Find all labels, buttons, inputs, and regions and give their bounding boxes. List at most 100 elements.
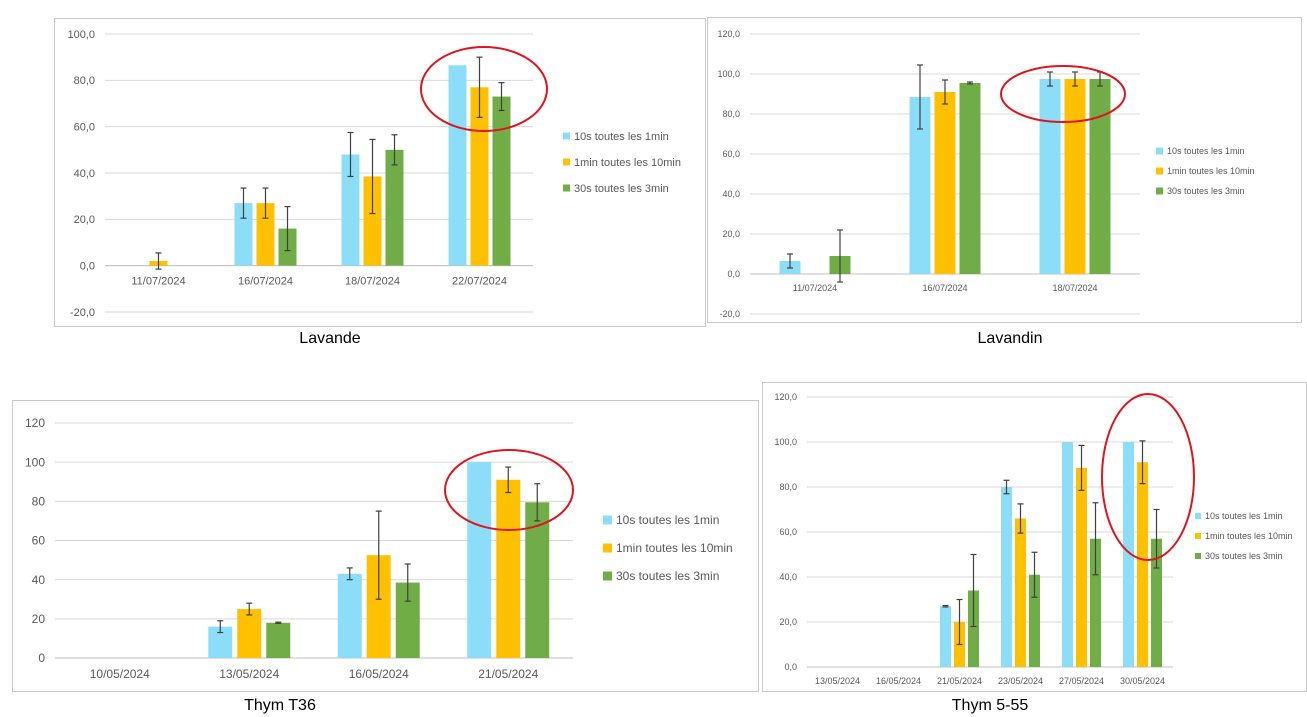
bar-10s-toutes-les-1min-21-05-2024 [467, 462, 492, 658]
x-tick-label: 11/07/2024 [793, 283, 837, 293]
error-bar [476, 56, 483, 119]
bar-30s-toutes-les-3min-18-07-2024 [1089, 79, 1111, 274]
error-bar [917, 64, 923, 130]
error-bar [787, 253, 793, 269]
caption-thym-t36: Thym T36 [244, 697, 316, 714]
x-tick-label: 16/07/2024 [238, 276, 293, 288]
legend-label: 10s toutes les 1min [1205, 511, 1283, 521]
bar-1min-toutes-les-10min-16-07-2024 [256, 203, 275, 266]
legend-label: 10s toutes les 1min [616, 513, 719, 527]
y-tick-label: 80,0 [722, 109, 740, 119]
error-bar [391, 134, 398, 166]
y-tick-label: 20,0 [779, 617, 797, 627]
chart-lavande: -20,0 0,0 20,0 40,0 60,0 80,0 100,0 11/07/2024 1… [67, 29, 681, 319]
legend-swatch [603, 571, 612, 581]
error-bar [1078, 444, 1085, 491]
y-tick-label: 20,0 [74, 214, 95, 226]
legend-swatch [563, 184, 570, 192]
y-tick-label: 60,0 [779, 527, 797, 537]
error-bar [404, 563, 411, 602]
bar-10s-toutes-les-1min-16-05-2024 [337, 573, 362, 658]
y-tick-label: 80,0 [779, 482, 797, 492]
legend-swatch [1156, 147, 1163, 155]
y-tick-label: 100,0 [67, 29, 95, 41]
bar-10s-toutes-les-1min-22-07-2024 [448, 65, 467, 266]
caption-lavandin: Lavandin [977, 330, 1043, 347]
highlight-ellipse [420, 46, 548, 132]
bar-10s-toutes-les-1min-21-05-2024 [940, 606, 951, 667]
bar-1min-toutes-les-10min-23-05-2024 [1015, 518, 1026, 667]
legend-label: 1min toutes les 10min [1205, 531, 1293, 541]
x-tick-label: 16/05/2024 [876, 676, 921, 686]
error-bar [346, 567, 353, 581]
error-bar [1031, 551, 1038, 598]
y-tick-label: -20,0 [70, 307, 95, 319]
error-bar [246, 602, 253, 616]
legend-swatch [603, 543, 612, 553]
bar-30s-toutes-les-3min-18-07-2024 [385, 149, 404, 266]
error-bar [284, 205, 291, 252]
y-tick-label: 60,0 [74, 122, 95, 134]
y-tick-label: 120,0 [774, 392, 797, 402]
legend-swatch [1195, 533, 1201, 539]
y-tick-label: 20,0 [722, 229, 740, 239]
chart-panel-lavande: -20,0 0,0 20,0 40,0 60,0 80,0 100,0 11/07/2024 1… [54, 18, 706, 327]
legend-label: 1min toutes les 10min [574, 157, 681, 169]
chart-lavandin: -20,0 0,0 20,0 40,0 60,0 80,0 100,0 120,0 11/07/… [717, 29, 1255, 319]
y-tick-label: 120 [25, 416, 45, 430]
y-tick-label: 100 [25, 455, 45, 469]
legend-label: 1min toutes les 10min [616, 541, 733, 555]
legend-swatch [563, 132, 570, 140]
bar-10s-toutes-les-1min-23-05-2024 [1001, 487, 1012, 667]
x-tick-label: 23/05/2024 [998, 676, 1043, 686]
y-tick-label: 60 [32, 534, 46, 548]
bar-1min-toutes-les-10min-30-05-2024 [1137, 462, 1148, 667]
x-tick-label: 30/05/2024 [1120, 676, 1165, 686]
bar-1min-toutes-les-10min-27-05-2024 [1076, 467, 1087, 667]
chart-panel-thym-t36: 0 20 40 60 80 100 120 10/05/2024 13/05/2024 16/05… [12, 400, 759, 692]
chart-panel-lavandin: -20,0 0,0 20,0 40,0 60,0 80,0 100,0 120,0 11/07/… [707, 17, 1302, 323]
error-bar [1017, 503, 1024, 534]
error-bar [837, 229, 843, 283]
y-tick-label: 120,0 [717, 29, 740, 39]
y-tick-label: 80 [32, 495, 46, 509]
x-tick-label: 16/05/2024 [349, 667, 409, 681]
x-tick-label: 18/07/2024 [345, 276, 400, 288]
y-tick-label: 60,0 [722, 149, 740, 159]
error-bar [1047, 71, 1053, 87]
error-bar [956, 598, 963, 646]
y-tick-label: 40,0 [779, 572, 797, 582]
error-bar [505, 466, 512, 494]
x-tick-label: 22/07/2024 [452, 276, 507, 288]
bar-30s-toutes-les-3min-16-07-2024 [959, 83, 981, 274]
bar-10s-toutes-les-1min-30-05-2024 [1123, 442, 1134, 667]
error-bar [942, 604, 949, 608]
error-bar [1003, 479, 1010, 495]
bar-10s-toutes-les-1min-18-07-2024 [341, 154, 360, 266]
y-tick-label: 0 [38, 651, 45, 665]
chart-thym-t36: 0 20 40 60 80 100 120 10/05/2024 13/05/2024 16/05… [25, 416, 733, 681]
x-tick-label: 21/05/2024 [937, 676, 982, 686]
highlight-ellipse [1101, 393, 1195, 561]
legend-label: 1min toutes les 10min [1167, 166, 1255, 176]
y-tick-label: 0,0 [80, 261, 95, 273]
error-bar [534, 483, 541, 522]
bar-30s-toutes-les-3min-21-05-2024 [968, 590, 979, 667]
x-tick-label: 13/05/2024 [815, 676, 860, 686]
bar-1min-toutes-les-10min-18-07-2024 [1064, 79, 1086, 274]
y-tick-label: 100,0 [717, 69, 740, 79]
bar-10s-toutes-les-1min-16-07-2024 [234, 203, 253, 266]
legend-label: 10s toutes les 1min [1167, 146, 1245, 156]
error-bar [967, 81, 973, 85]
error-bar [240, 187, 247, 219]
legend-swatch [1156, 187, 1163, 195]
chart-thym-5-55: 0,0 20,0 40,0 60,0 80,0 100,0 120,0 13/05/2024 1… [774, 392, 1293, 686]
x-tick-label: 11/07/2024 [131, 276, 185, 288]
y-tick-label: 20 [32, 612, 46, 626]
bar-1min-toutes-les-10min-18-07-2024 [363, 176, 382, 266]
y-tick-label: 40 [32, 573, 46, 587]
legend-swatch [603, 515, 612, 525]
error-bar [1139, 440, 1146, 485]
bar-1min-toutes-les-10min-16-07-2024 [934, 92, 956, 274]
bar-30s-toutes-les-3min-23-05-2024 [1029, 574, 1040, 667]
